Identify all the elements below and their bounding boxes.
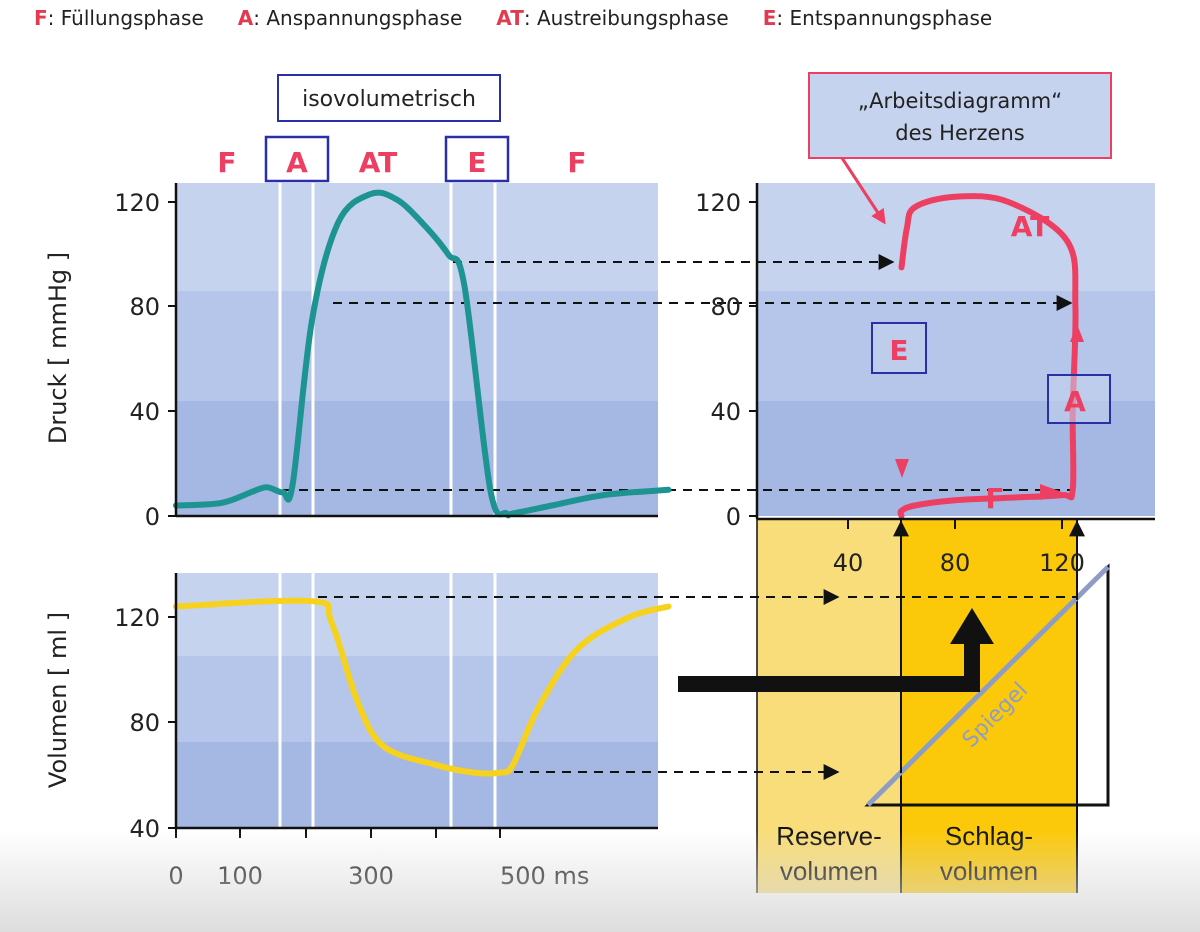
loop-volume-tick-label: 40 — [833, 549, 864, 577]
legend-text: : Anspannungsphase — [253, 6, 463, 30]
transfer-arrow-head — [950, 608, 994, 644]
volume-tick-label: 120 — [114, 604, 160, 632]
stroke-volume-label: volumen — [940, 856, 1038, 886]
loop-label-ejection: AT — [1011, 210, 1050, 243]
loop-pressure-tick-label: 80 — [710, 293, 741, 321]
reserve-volume-label: volumen — [780, 856, 878, 886]
loop-pressure-tick-label: 40 — [710, 398, 741, 426]
volume-curve — [173, 597, 672, 777]
pressure-tick-label: 80 — [129, 293, 160, 321]
work-diagram-title-box — [808, 72, 1112, 159]
pressure-tick-label: 0 — [145, 503, 160, 531]
phase-legend: F: Füllungsphase A: Anspannungsphase AT:… — [34, 6, 992, 36]
time-tick-label: 0 — [168, 862, 183, 890]
mirror-line — [866, 565, 1110, 807]
pressure-panel-background — [176, 183, 658, 516]
legend-text: : Entspannungsphase — [776, 6, 993, 30]
time-tick-label: 500 ms — [500, 862, 589, 890]
phase-label-filling: F — [567, 146, 586, 179]
legend-item-ejection: AT: Austreibungsphase — [496, 6, 728, 36]
phase-separators — [278, 183, 497, 828]
phase-label-tension: A — [286, 146, 308, 179]
transfer-arrow — [678, 640, 980, 692]
work-diagram-title: „Arbeitsdiagramm“ — [858, 89, 1062, 113]
legend-item-tension: A: Anspannungsphase — [238, 6, 462, 36]
legend-item-filling: F: Füllungsphase — [34, 6, 204, 36]
volume-panel-background — [176, 573, 658, 828]
work-diagram-subtitle: des Herzens — [895, 121, 1024, 145]
isovolumetric-label: isovolumetrisch — [302, 87, 476, 112]
legend-key: A — [237, 6, 254, 30]
volume-tick-label: 40 — [129, 815, 160, 843]
legend-key: AT — [496, 6, 524, 30]
phase-box-relaxation — [444, 135, 510, 183]
pressure-curve — [173, 189, 672, 519]
stroke-volume-label: Schlag- — [945, 821, 1033, 851]
loop-box-relaxation — [871, 322, 927, 374]
pressure-axis-title: Druck [ mmHg ] — [44, 252, 72, 444]
phase-label-filling: F — [217, 146, 236, 179]
work-diagram-pointer — [840, 157, 886, 225]
legend-text: : Füllungsphase — [47, 6, 204, 30]
loop-pressure-tick-label: 0 — [726, 503, 741, 531]
phase-box-tension — [264, 135, 330, 183]
loop-label-tension: A — [1064, 385, 1086, 418]
pressure-tick-label: 40 — [129, 398, 160, 426]
time-tick-label: 100 — [217, 862, 263, 890]
loop-pressure-tick-label: 120 — [695, 189, 741, 217]
loop-panel-background — [757, 183, 1155, 516]
legend-item-relaxation: E: Entspannungsphase — [763, 6, 992, 36]
loop-box-tension — [1047, 374, 1111, 424]
legend-text: : Austreibungsphase — [523, 6, 729, 30]
isovolumetric-box — [277, 74, 501, 122]
time-tick-label: 300 — [348, 862, 394, 890]
legend-key: F — [34, 6, 48, 30]
loop-volume-tick-label: 80 — [940, 549, 971, 577]
loop-label-filling: F — [985, 482, 1004, 515]
dashed-connectors — [283, 254, 1085, 805]
loop-label-relaxation: E — [889, 334, 908, 367]
volume-axis-title: Volumen [ ml ] — [44, 612, 72, 788]
loop-direction-arrows — [895, 324, 1084, 500]
phase-label-ejection: AT — [359, 146, 398, 179]
volume-tick-label: 80 — [129, 709, 160, 737]
reserve-volume-label: Reserve- — [776, 821, 881, 851]
phase-label-relaxation: E — [467, 146, 486, 179]
loop-volume-tick-label: 120 — [1039, 549, 1085, 577]
pressure-tick-label: 120 — [114, 189, 160, 217]
legend-key: E — [762, 6, 777, 30]
